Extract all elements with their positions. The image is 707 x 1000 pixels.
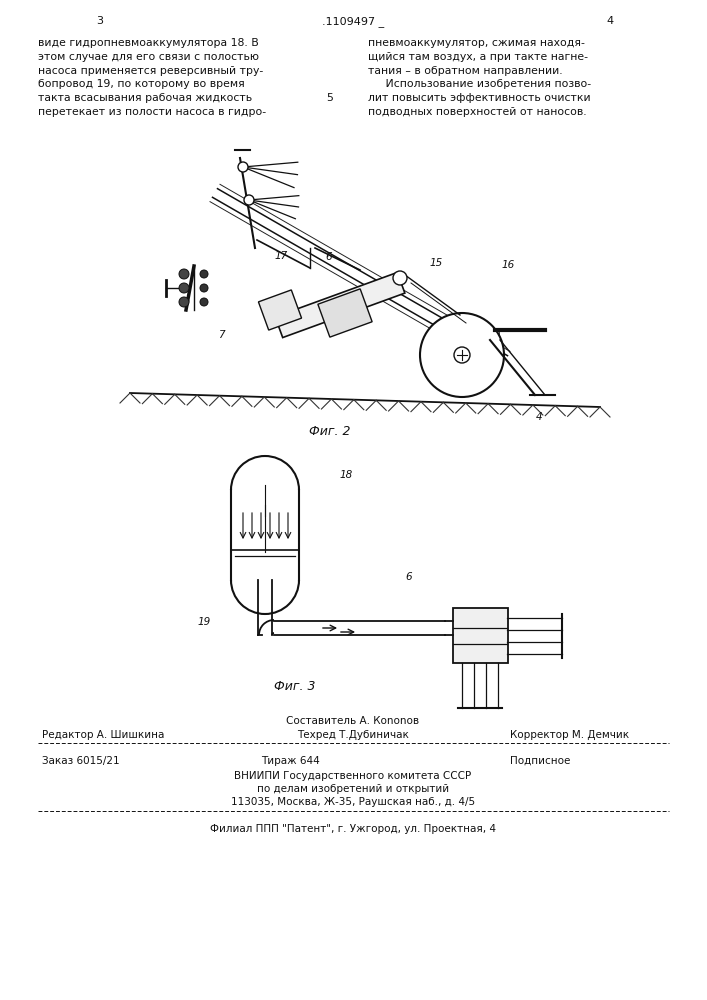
Text: Составитель А. Кononов: Составитель А. Кononов xyxy=(286,716,419,726)
Text: 6: 6 xyxy=(325,252,332,262)
Text: Редактор А. Шишкина: Редактор А. Шишкина xyxy=(42,730,164,740)
Text: .1109497 _: .1109497 _ xyxy=(322,16,384,27)
Text: 18: 18 xyxy=(340,470,354,480)
Polygon shape xyxy=(275,272,405,338)
Text: Подписное: Подписное xyxy=(510,756,571,766)
Text: 6: 6 xyxy=(405,572,411,582)
Text: 3: 3 xyxy=(96,16,103,26)
Text: такта всасывания рабочая жидкость: такта всасывания рабочая жидкость xyxy=(38,93,252,103)
Text: Тираж 644: Тираж 644 xyxy=(261,756,320,766)
Text: насоса применяется реверсивный тру-: насоса применяется реверсивный тру- xyxy=(38,66,263,76)
Polygon shape xyxy=(318,289,372,337)
Circle shape xyxy=(179,269,189,279)
Text: виде гидропневмоаккумулятора 18. В: виде гидропневмоаккумулятора 18. В xyxy=(38,38,259,48)
Text: Корректор М. Демчик: Корректор М. Демчик xyxy=(510,730,629,740)
Text: тания – в обратном направлении.: тания – в обратном направлении. xyxy=(368,66,563,76)
Text: 17: 17 xyxy=(275,251,288,261)
Circle shape xyxy=(200,298,208,306)
Text: лит повысить эффективность очистки: лит повысить эффективность очистки xyxy=(368,93,590,103)
Text: 5: 5 xyxy=(327,93,334,103)
Polygon shape xyxy=(259,290,302,330)
Text: Техред Т.Дубиничак: Техред Т.Дубиничак xyxy=(297,730,409,740)
Circle shape xyxy=(179,283,189,293)
Circle shape xyxy=(393,271,407,285)
Text: Филиал ППП "Патент", г. Ужгород, ул. Проектная, 4: Филиал ППП "Патент", г. Ужгород, ул. Про… xyxy=(210,824,496,834)
Text: пневмоаккумулятор, сжимая находя-: пневмоаккумулятор, сжимая находя- xyxy=(368,38,585,48)
Text: 15: 15 xyxy=(430,258,443,268)
Circle shape xyxy=(200,270,208,278)
Text: щийся там воздух, а при такте нагне-: щийся там воздух, а при такте нагне- xyxy=(368,52,588,62)
Text: 4: 4 xyxy=(536,412,543,422)
Text: Использование изобретения позво-: Использование изобретения позво- xyxy=(368,79,591,89)
Text: перетекает из полости насоса в гидро-: перетекает из полости насоса в гидро- xyxy=(38,107,266,117)
Circle shape xyxy=(200,284,208,292)
Text: 113035, Москва, Ж-35, Раушская наб., д. 4/5: 113035, Москва, Ж-35, Раушская наб., д. … xyxy=(231,797,475,807)
Circle shape xyxy=(244,195,254,205)
Circle shape xyxy=(454,347,470,363)
Text: Фиг. 3: Фиг. 3 xyxy=(274,680,316,693)
Text: 19: 19 xyxy=(198,617,211,627)
Text: 16: 16 xyxy=(502,260,515,270)
Text: бопровод 19, по которому во время: бопровод 19, по которому во время xyxy=(38,79,245,89)
Circle shape xyxy=(238,162,248,172)
Text: Заказ 6015/21: Заказ 6015/21 xyxy=(42,756,119,766)
Circle shape xyxy=(179,297,189,307)
Text: подводных поверхностей от наносов.: подводных поверхностей от наносов. xyxy=(368,107,587,117)
Text: ВНИИПИ Государственного комитета СССР: ВНИИПИ Государственного комитета СССР xyxy=(235,771,472,781)
Text: 7: 7 xyxy=(218,330,225,340)
Text: этом случае для его связи с полостью: этом случае для его связи с полостью xyxy=(38,52,259,62)
Text: Фиг. 2: Фиг. 2 xyxy=(309,425,351,438)
Circle shape xyxy=(420,313,504,397)
Bar xyxy=(453,608,508,663)
Text: 4: 4 xyxy=(607,16,614,26)
Text: по делам изобретений и открытий: по делам изобретений и открытий xyxy=(257,784,449,794)
